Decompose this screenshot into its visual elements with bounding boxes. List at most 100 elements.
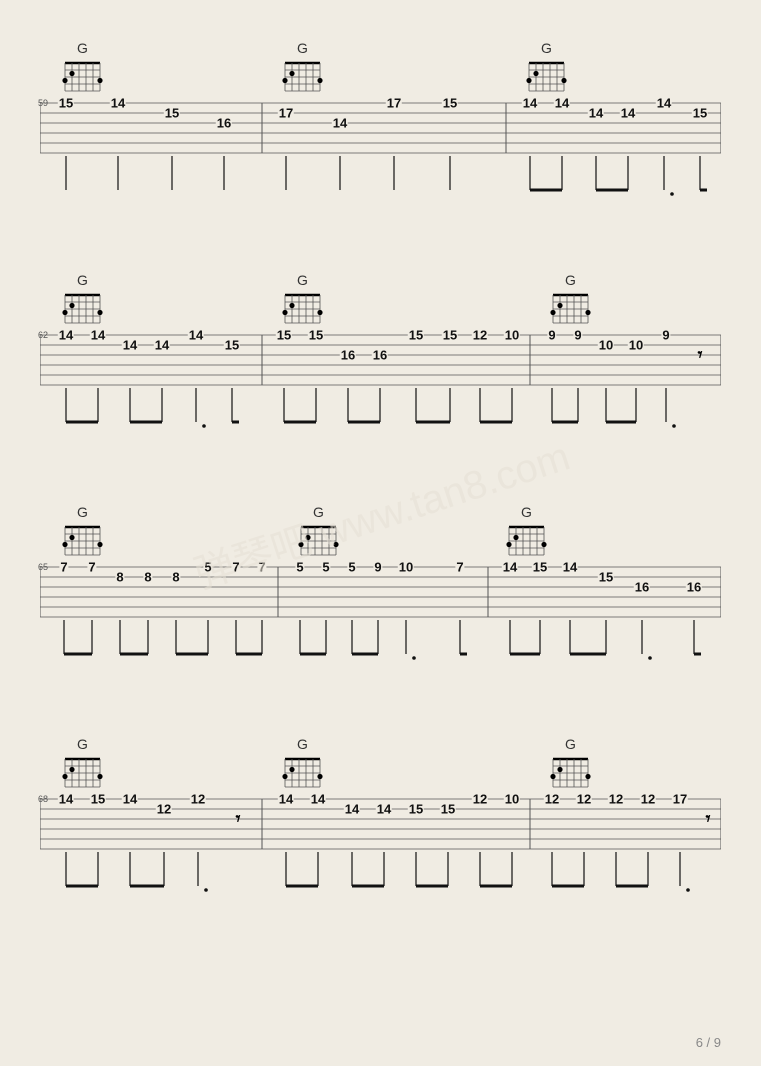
chord-diagram: G [62, 736, 103, 797]
chord-label: G [506, 504, 547, 520]
fret-number: 14 [278, 793, 294, 806]
fret-number: 15 [276, 329, 292, 342]
fret-number: 9 [661, 329, 670, 342]
fret-number: 14 [154, 339, 170, 352]
fret-number: 10 [628, 339, 644, 352]
fret-number: 15 [532, 561, 548, 574]
fret-number: 5 [347, 561, 356, 574]
fret-number: 12 [544, 793, 560, 806]
fret-number: 16 [686, 581, 702, 594]
fret-number: 17 [278, 107, 294, 120]
fret-number: 7 [59, 561, 68, 574]
fret-number: 12 [472, 793, 488, 806]
fret-number: 14 [620, 107, 636, 120]
chord-diagram: G [282, 736, 323, 797]
fret-number: 14 [58, 793, 74, 806]
fret-number: 12 [576, 793, 592, 806]
fret-number: 14 [562, 561, 578, 574]
fret-number: 15 [442, 97, 458, 110]
fret-number: 10 [504, 329, 520, 342]
page-number: 6 / 9 [696, 1035, 721, 1050]
fret-number: 8 [171, 571, 180, 584]
chord-diagram: G [526, 40, 567, 101]
fret-number: 15 [90, 793, 106, 806]
chord-diagram: G [550, 272, 591, 333]
fret-number: 16 [634, 581, 650, 594]
fret-number: 17 [386, 97, 402, 110]
chord-diagram: G [506, 504, 547, 565]
fret-number: 15 [58, 97, 74, 110]
chord-label: G [550, 272, 591, 288]
fret-number: 16 [372, 349, 388, 362]
fret-number: 14 [344, 803, 360, 816]
tab-system: GGG6814151412121414141415151210121212121… [40, 736, 721, 916]
fret-number: 5 [295, 561, 304, 574]
fret-number: 9 [373, 561, 382, 574]
fret-number: 12 [472, 329, 488, 342]
chord-label: G [282, 40, 323, 56]
tab-page: GGG591514151617141715141414141415GGG6214… [0, 0, 761, 988]
chord-label: G [282, 272, 323, 288]
fret-number: 12 [156, 803, 172, 816]
fret-number: 15 [408, 803, 424, 816]
fret-number: 15 [692, 107, 708, 120]
fret-number: 7 [257, 561, 266, 574]
chord-label: G [550, 736, 591, 752]
rest-glyph: 𝄾 [698, 345, 703, 366]
chord-label: G [62, 40, 103, 56]
fret-number: 14 [376, 803, 392, 816]
fret-number: 10 [504, 793, 520, 806]
fret-number: 15 [440, 803, 456, 816]
fret-number: 12 [640, 793, 656, 806]
tab-system: GGG6214141414141515151616151512109910109… [40, 272, 721, 452]
fret-number: 14 [122, 793, 138, 806]
fret-number: 15 [164, 107, 180, 120]
chord-diagram: G [298, 504, 339, 565]
fret-number: 17 [672, 793, 688, 806]
fret-number: 7 [455, 561, 464, 574]
fret-number: 16 [216, 117, 232, 130]
fret-number: 14 [110, 97, 126, 110]
chord-diagram: G [62, 40, 103, 101]
chord-label: G [526, 40, 567, 56]
fret-number: 15 [598, 571, 614, 584]
fret-number: 15 [308, 329, 324, 342]
fret-number: 14 [310, 793, 326, 806]
fret-number: 14 [588, 107, 604, 120]
chord-diagram: G [62, 272, 103, 333]
fret-number: 15 [224, 339, 240, 352]
fret-number: 14 [522, 97, 538, 110]
fret-number: 12 [608, 793, 624, 806]
tab-system: GGG65778885775559107141514151616 [40, 504, 721, 684]
fret-number: 10 [398, 561, 414, 574]
chord-label: G [62, 272, 103, 288]
chord-diagram: G [282, 272, 323, 333]
fret-number: 16 [340, 349, 356, 362]
tab-system: GGG591514151617141715141414141415 [40, 40, 721, 220]
fret-number: 14 [90, 329, 106, 342]
fret-number: 8 [115, 571, 124, 584]
fret-number: 7 [87, 561, 96, 574]
fret-number: 14 [554, 97, 570, 110]
chord-label: G [62, 736, 103, 752]
chord-label: G [298, 504, 339, 520]
fret-number: 10 [598, 339, 614, 352]
fret-number: 14 [656, 97, 672, 110]
fret-number: 15 [408, 329, 424, 342]
rest-glyph: 𝄾 [236, 809, 241, 830]
fret-number: 7 [231, 561, 240, 574]
fret-number: 14 [502, 561, 518, 574]
fret-number: 5 [203, 561, 212, 574]
chord-diagram: G [282, 40, 323, 101]
fret-number: 8 [143, 571, 152, 584]
fret-number: 14 [188, 329, 204, 342]
chord-diagram: G [62, 504, 103, 565]
fret-number: 9 [547, 329, 556, 342]
fret-number: 12 [190, 793, 206, 806]
fret-number: 15 [442, 329, 458, 342]
chord-label: G [282, 736, 323, 752]
fret-number: 9 [573, 329, 582, 342]
chord-diagram: G [550, 736, 591, 797]
fret-number: 14 [122, 339, 138, 352]
fret-number: 14 [332, 117, 348, 130]
